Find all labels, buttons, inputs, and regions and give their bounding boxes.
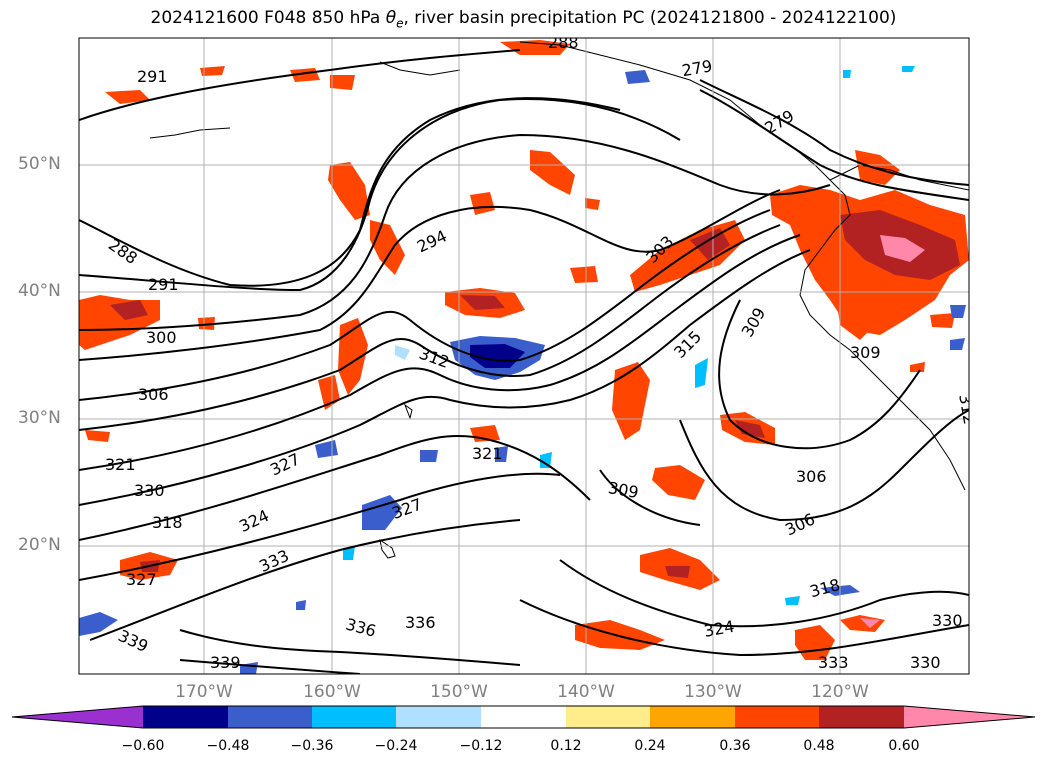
colorbar-cell [143, 706, 228, 728]
theta-symbol: θ [385, 8, 397, 28]
lon-label-120w: 120°W [811, 682, 869, 702]
colorbar-extend-min [12, 706, 143, 728]
colorbar-cell [650, 706, 735, 728]
svg-text:339: 339 [210, 653, 241, 672]
lon-label-170w: 170°W [175, 682, 233, 702]
negative-shading [79, 66, 966, 674]
colorbar-tick: 0.48 [803, 738, 835, 754]
svg-text:288: 288 [548, 33, 579, 52]
svg-text:321: 321 [105, 455, 136, 474]
colorbar-cell [228, 706, 312, 728]
colorbar-cell [819, 706, 904, 728]
map-frame [78, 37, 970, 675]
colorbar-cell [312, 706, 396, 728]
svg-text:306: 306 [796, 467, 827, 486]
shading-layer: 291 288 288 291 300 306 321 330 318 327 … [79, 33, 969, 674]
lat-label-50n: 50°N [18, 154, 61, 174]
colorbar-cell [735, 706, 819, 728]
colorbar-tick: −0.12 [459, 738, 503, 754]
colorbar-extend-max [904, 706, 1035, 728]
colorbar-tick: 0.60 [888, 738, 920, 754]
coastlines [149, 41, 969, 559]
lon-label-130w: 130°W [684, 682, 742, 702]
svg-text:336: 336 [405, 613, 436, 632]
svg-text:330: 330 [134, 481, 165, 500]
svg-text:321: 321 [472, 444, 503, 463]
lat-label-40n: 40°N [18, 281, 61, 301]
colorbar-tick: −0.36 [290, 738, 334, 754]
colorbar-tick: 0.12 [550, 738, 582, 754]
colorbar-cell [481, 706, 566, 728]
chart-title: 2024121600 F048 850 hPa θe, river basin … [150, 8, 897, 31]
svg-text:291: 291 [148, 275, 179, 294]
svg-text:318: 318 [152, 513, 183, 532]
colorbar-tick: 0.36 [719, 738, 751, 754]
svg-text:300: 300 [146, 328, 177, 347]
svg-text:333: 333 [818, 653, 849, 672]
svg-text:330: 330 [910, 653, 941, 672]
lon-label-160w: 160°W [303, 682, 361, 702]
svg-text:309: 309 [850, 343, 881, 362]
lon-label-150w: 150°W [430, 682, 488, 702]
lat-label-20n: 20°N [18, 535, 61, 555]
colorbar-cell [396, 706, 481, 728]
svg-text:291: 291 [137, 67, 168, 86]
theta-e-contours [79, 49, 969, 674]
svg-text:306: 306 [138, 385, 169, 404]
colorbar-outline [11, 705, 1036, 729]
colorbar-tick: −0.24 [374, 738, 418, 754]
colorbar-tick: −0.60 [121, 738, 165, 754]
colorbar-tick: 0.24 [634, 738, 666, 754]
lat-label-30n: 30°N [18, 408, 61, 428]
lon-label-140w: 140°W [557, 682, 615, 702]
colorbar-cell [566, 706, 650, 728]
theta-subscript: e [396, 16, 404, 31]
colorbar-tick: −0.48 [206, 738, 250, 754]
svg-text:327: 327 [126, 570, 157, 589]
svg-text:330: 330 [932, 611, 963, 630]
